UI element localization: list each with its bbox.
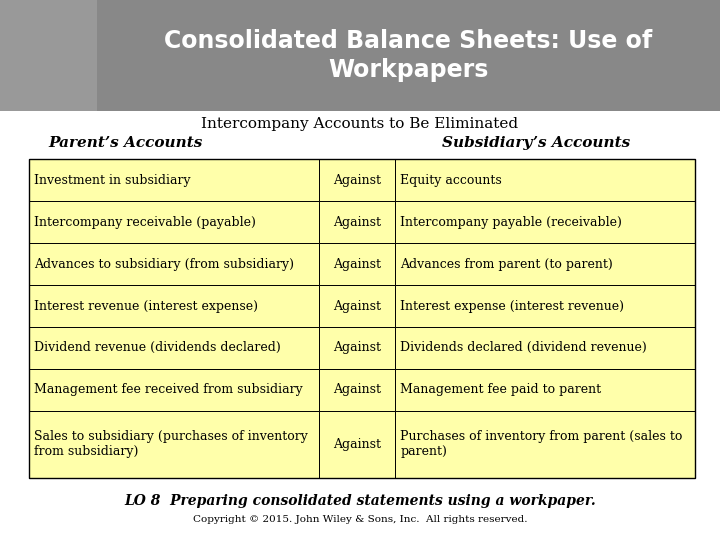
Text: Dividends declared (dividend revenue): Dividends declared (dividend revenue)	[400, 341, 647, 354]
Text: Against: Against	[333, 300, 381, 313]
Bar	[81, 80, 91, 93]
Text: Sales to subsidiary (purchases of inventory
from subsidiary): Sales to subsidiary (purchases of invent…	[34, 430, 307, 458]
Text: Investment in subsidiary: Investment in subsidiary	[34, 174, 191, 187]
Text: Subsidiary’s Accounts: Subsidiary’s Accounts	[442, 136, 631, 150]
Bar	[51, 0, 61, 9]
Bar	[58, 103, 68, 114]
Text: Interest revenue (interest expense): Interest revenue (interest expense)	[34, 300, 258, 313]
Text: Equity accounts: Equity accounts	[400, 174, 502, 187]
Bar	[0, 23, 9, 35]
Bar	[76, 15, 87, 28]
Text: Against: Against	[333, 215, 381, 228]
Text: Against: Against	[333, 174, 381, 187]
Text: Advances from parent (to parent): Advances from parent (to parent)	[400, 258, 613, 271]
Text: Interest expense (interest revenue): Interest expense (interest revenue)	[400, 300, 624, 313]
Text: Parent’s Accounts: Parent’s Accounts	[49, 136, 203, 150]
Text: Against: Against	[333, 258, 381, 271]
Text: Advances to subsidiary (from subsidiary): Advances to subsidiary (from subsidiary)	[34, 258, 294, 271]
Text: Intercompany receivable (payable): Intercompany receivable (payable)	[34, 215, 256, 228]
Text: Dividend revenue (dividends declared): Dividend revenue (dividends declared)	[34, 341, 281, 354]
Text: Management fee paid to parent: Management fee paid to parent	[400, 383, 601, 396]
Text: Purchases of inventory from parent (sales to
parent): Purchases of inventory from parent (sale…	[400, 430, 683, 458]
Bar	[21, 1, 31, 12]
Bar	[29, 106, 38, 117]
Text: Intercompany Accounts to Be Eliminated: Intercompany Accounts to Be Eliminated	[202, 117, 518, 131]
Text: Consolidated Balance Sheets: Use of
Workpapers: Consolidated Balance Sheets: Use of Work…	[164, 29, 653, 82]
Text: Against: Against	[333, 438, 381, 451]
Text: Intercompany payable (receivable): Intercompany payable (receivable)	[400, 215, 622, 228]
Bar	[2, 87, 13, 100]
Text: LO 8  Preparing consolidated statements using a workpaper.: LO 8 Preparing consolidated statements u…	[124, 494, 596, 508]
Bar	[89, 49, 97, 58]
Circle shape	[27, 29, 70, 77]
Text: Copyright © 2015. John Wiley & Sons, Inc.  All rights reserved.: Copyright © 2015. John Wiley & Sons, Inc…	[193, 515, 527, 524]
Text: Against: Against	[333, 341, 381, 354]
Text: Management fee received from subsidiary: Management fee received from subsidiary	[34, 383, 302, 396]
Circle shape	[12, 11, 86, 95]
Text: Against: Against	[333, 383, 381, 396]
